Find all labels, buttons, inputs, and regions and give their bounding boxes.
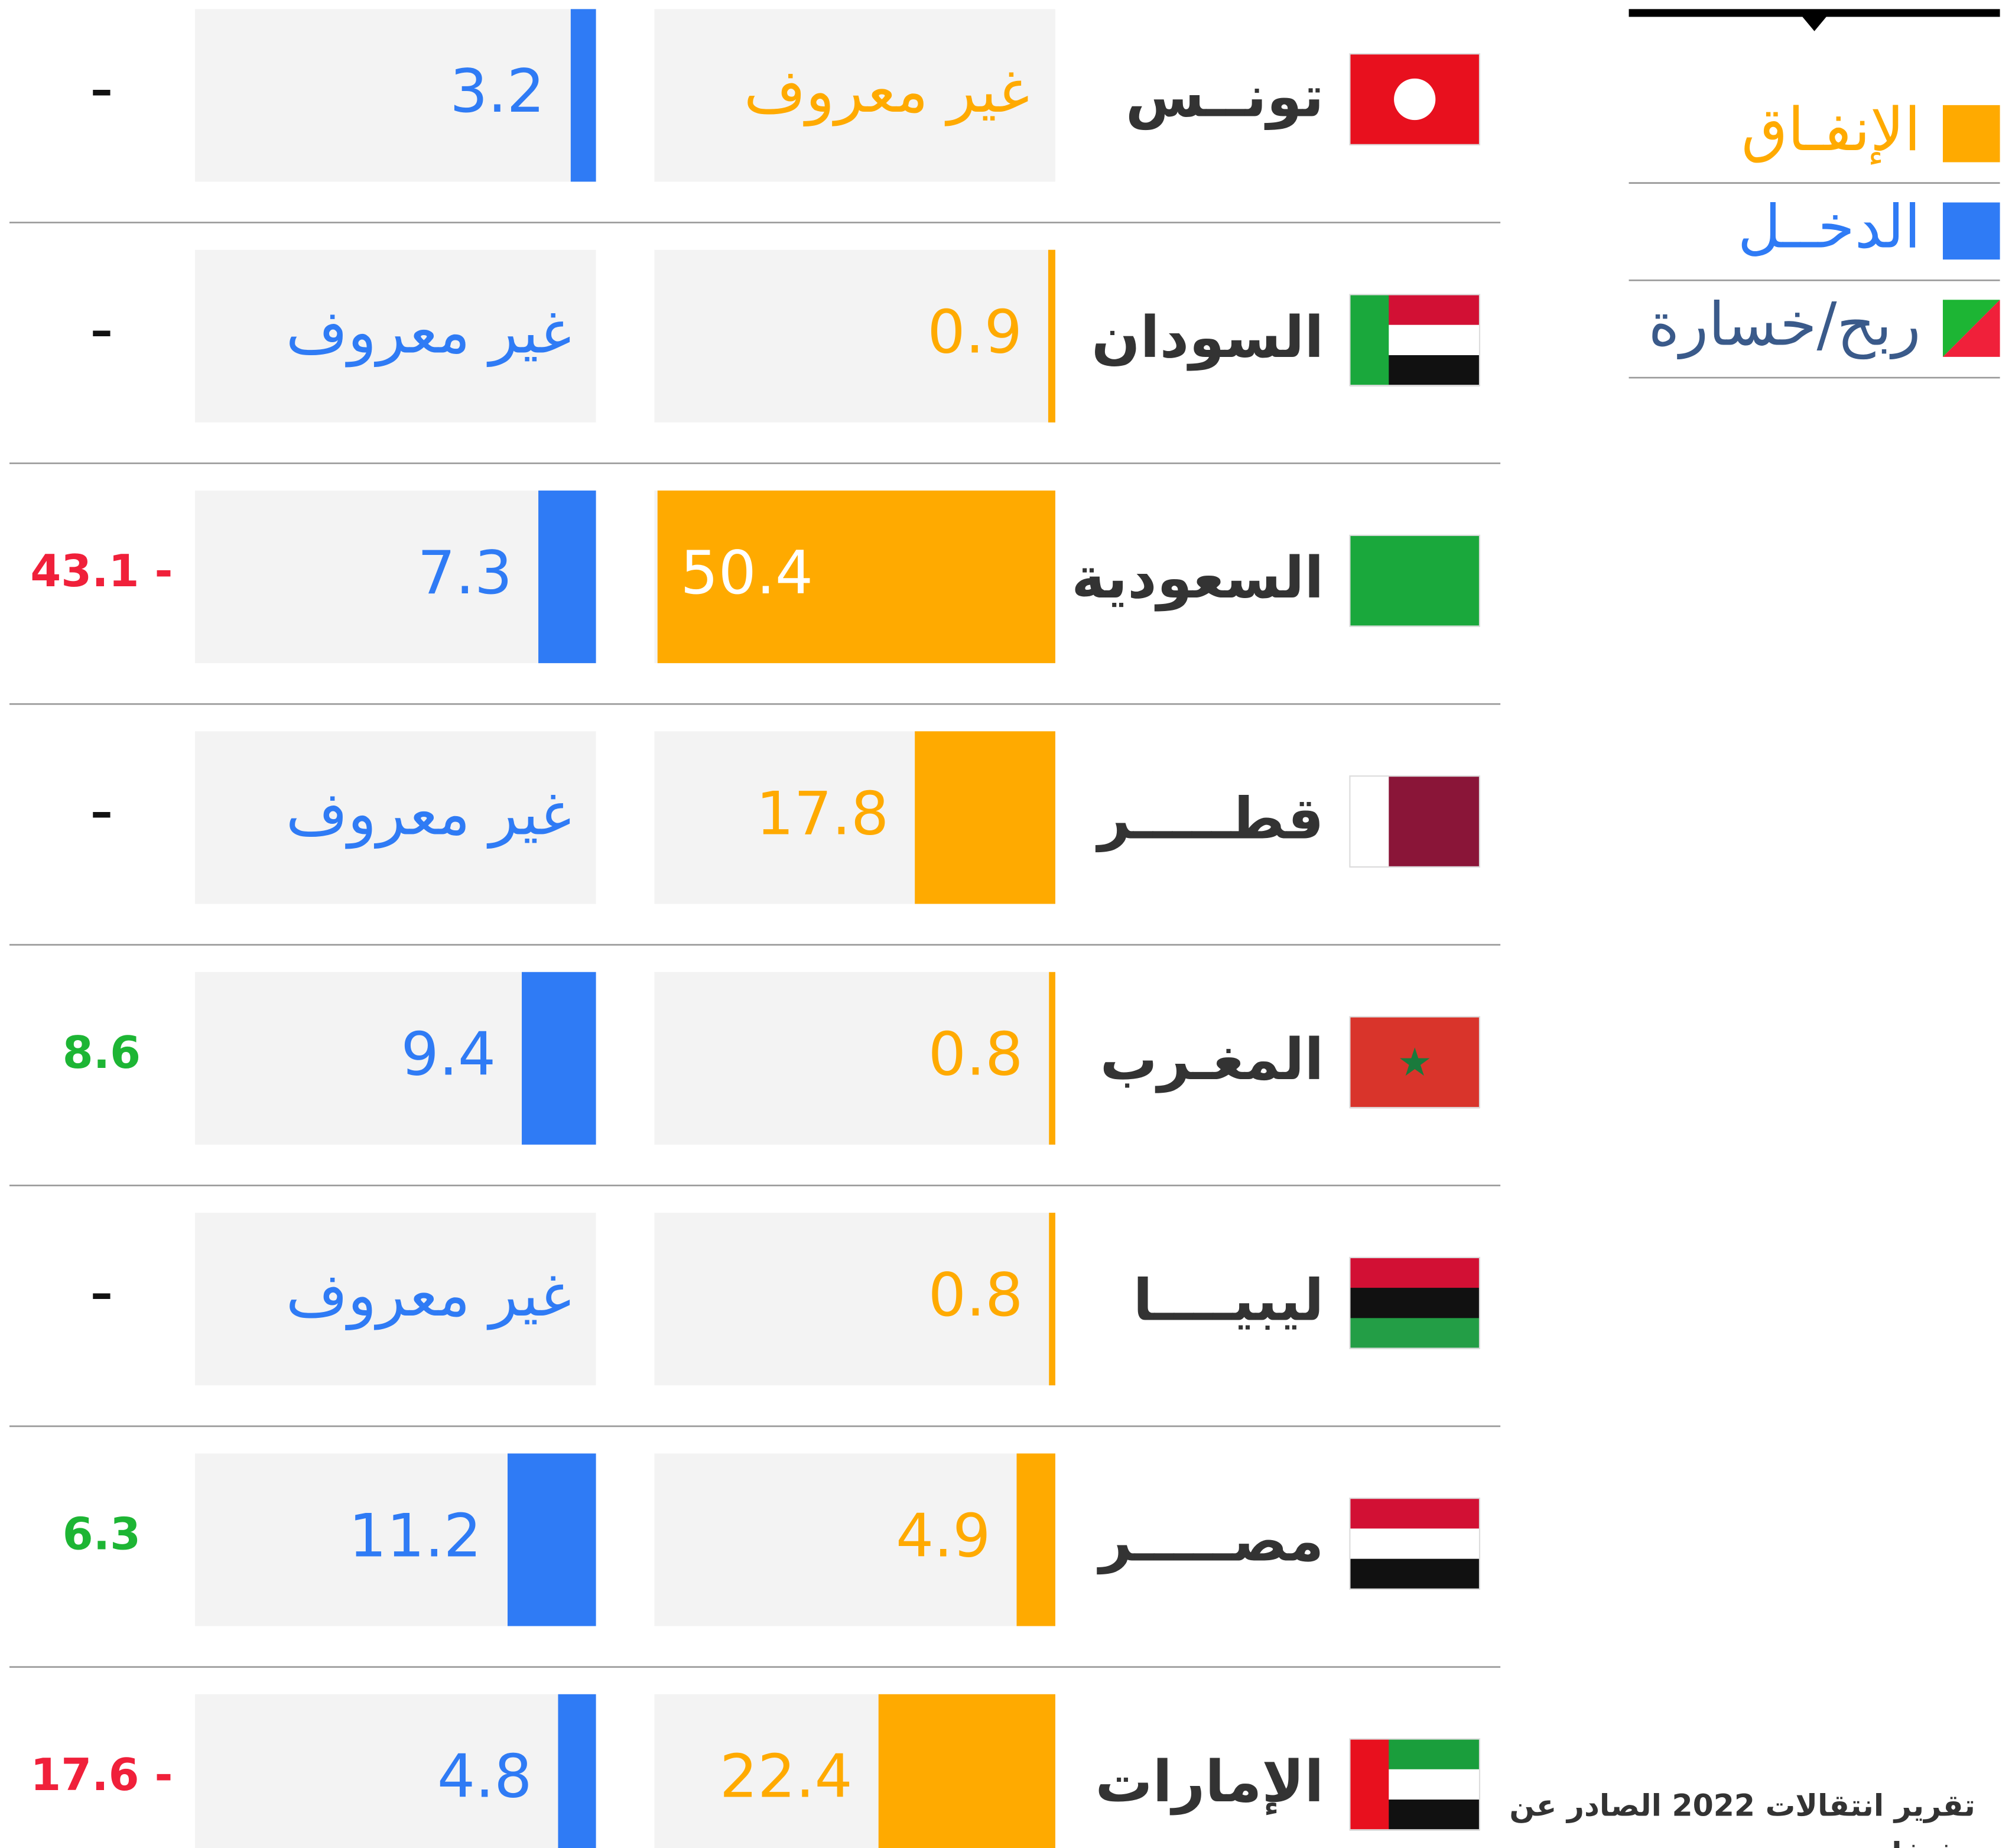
bar <box>657 491 1055 664</box>
bar <box>522 972 596 1145</box>
legend-swatch <box>1942 202 2000 260</box>
cell-bg <box>654 1453 1055 1626</box>
flag-hoist <box>1350 294 1389 386</box>
source-note: تقرير انتقالات 2022 الصادر عن <box>1509 1788 1975 1823</box>
flag-band <box>1350 1016 1480 1109</box>
bar <box>915 731 1055 904</box>
flag-band <box>1350 1257 1480 1289</box>
value-label: غير معروف <box>286 778 571 849</box>
flag-shade <box>1349 1498 1481 1590</box>
flag-hoist <box>1350 1739 1389 1830</box>
profit-label: 6.3 <box>63 1509 141 1560</box>
value-label: 7.3 <box>418 538 513 608</box>
cell-bg <box>654 1213 1055 1386</box>
value-label: غير معروف <box>286 1260 571 1330</box>
profit-label: – <box>90 305 112 356</box>
profit-label: – <box>90 1268 112 1319</box>
flag-shade <box>1349 1256 1481 1349</box>
value-label: 0.8 <box>928 1019 1023 1089</box>
flag-shade <box>1349 775 1481 868</box>
value-label: 9.4 <box>401 1019 496 1089</box>
value-label: 0.9 <box>927 297 1022 367</box>
bar <box>1049 972 1055 1145</box>
legend-label: الإنفـاق <box>1741 95 1921 165</box>
bar <box>538 491 596 664</box>
value-label: 4.8 <box>437 1742 532 1811</box>
country-name: السودان <box>1091 304 1324 371</box>
cell-bg <box>195 731 596 904</box>
country-name: السعودية <box>1071 544 1324 612</box>
country-name: ليبيــــا <box>1133 1266 1324 1333</box>
bar <box>878 1694 1055 1848</box>
country-name: تونــس <box>1126 63 1324 131</box>
profit-label: – <box>90 64 112 116</box>
value-label: 3.2 <box>450 56 545 126</box>
flag-band <box>1350 1558 1480 1590</box>
cell-bg <box>654 249 1055 423</box>
legend-label: الدخــل <box>1738 192 1921 262</box>
profit-label: 17.6 - <box>30 1749 173 1801</box>
legend-pointer <box>1801 15 1828 31</box>
cell-bg <box>654 9 1055 182</box>
cell-bg <box>195 1213 596 1386</box>
profit-label: – <box>90 787 112 838</box>
value-label: 50.4 <box>680 538 813 608</box>
value-label: غير معروف <box>744 56 1029 126</box>
value-label: غير معروف <box>286 297 571 368</box>
bar <box>558 1694 596 1848</box>
legend-swatch <box>1942 105 2000 163</box>
cell-bg <box>195 249 596 423</box>
bar <box>507 1453 596 1626</box>
flag-band <box>1350 1318 1480 1349</box>
country-name: قطـــــر <box>1095 785 1324 853</box>
source-note: «فيفا» <box>1873 1836 1975 1848</box>
value-label: 17.8 <box>756 778 889 848</box>
flag-shade <box>1349 1016 1481 1109</box>
country-name: مصـــــر <box>1096 1508 1324 1575</box>
value-label: 4.9 <box>896 1501 991 1570</box>
profit-label: 43.1 - <box>30 545 173 597</box>
flag-emblem: ★ <box>1397 1040 1432 1085</box>
flag-band <box>1350 535 1480 627</box>
country-name: المغـرب <box>1100 1026 1324 1093</box>
country-name: الإمارات <box>1096 1748 1324 1816</box>
bar <box>1048 249 1055 423</box>
value-label: 0.8 <box>928 1260 1023 1330</box>
flag-hoist <box>1350 776 1389 867</box>
flag-shade <box>1349 534 1481 627</box>
flag-shade <box>1349 53 1481 145</box>
cell-bg <box>195 9 596 182</box>
bar <box>1016 1453 1055 1626</box>
cell-bg <box>195 491 596 664</box>
profit-label: 8.6 <box>63 1027 141 1079</box>
flag-emblem <box>1394 78 1436 121</box>
cell-bg <box>654 972 1055 1145</box>
cell-bg <box>195 1694 596 1848</box>
value-label: 22.4 <box>720 1742 853 1811</box>
legend-label: ربح/خسارة <box>1649 289 1921 359</box>
flag-shade <box>1349 1738 1481 1831</box>
flag-band <box>1350 1498 1480 1529</box>
value-label: 11.2 <box>349 1501 482 1570</box>
flag-shade <box>1349 294 1481 387</box>
flag-band <box>1350 1288 1480 1319</box>
bar <box>570 9 596 182</box>
bar <box>1049 1213 1055 1386</box>
flag-band <box>1350 1528 1480 1560</box>
